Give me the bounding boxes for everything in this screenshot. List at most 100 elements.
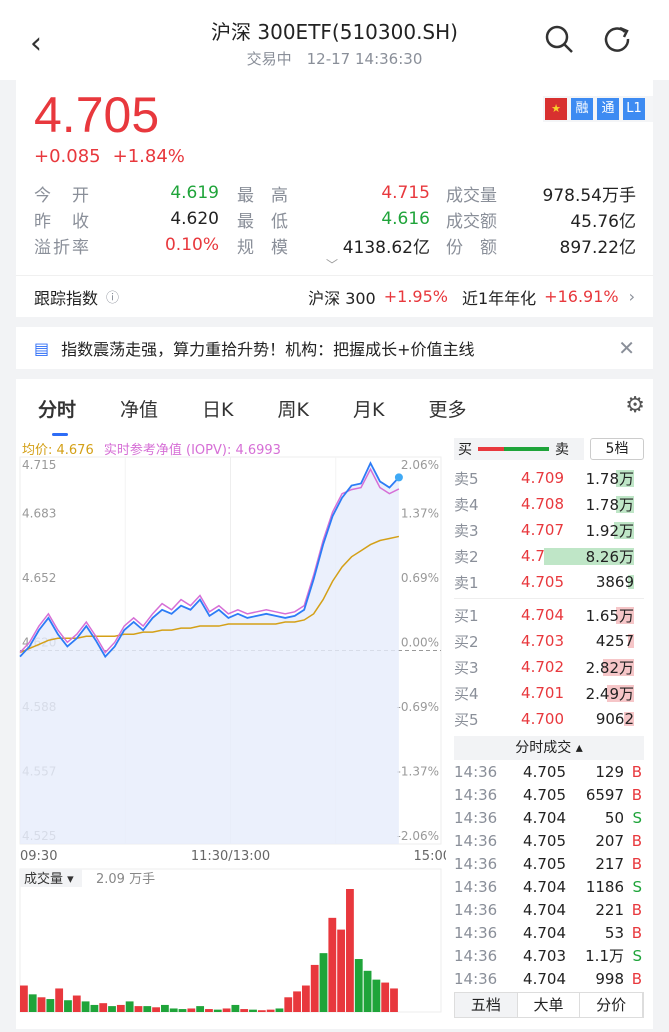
avg-price-line <box>19 535 400 654</box>
top-bar: ‹ 沪深 300ETF(510300.SH) 交易中 12-17 14:36:3… <box>0 0 669 80</box>
stat-cell: 成交量 <box>446 185 497 206</box>
stat-cell: 978.54万手 <box>542 185 636 206</box>
stat-cell: 规 模 <box>237 237 288 258</box>
stat-row: 溢折率 0.10% 规 模 4138.62亿份 额 897.22亿 <box>34 232 653 258</box>
volume-bar <box>310 964 319 1012</box>
order-book: 买卖 5档 卖5 4.709 1.78万 卖4 4.708 1.78万 卖3 4.707 1.9… <box>454 437 644 1018</box>
levels-button[interactable]: 5档 <box>590 438 644 460</box>
volume-bar <box>143 1006 152 1012</box>
volume-bar <box>346 889 354 1012</box>
orderbook-row: 买4 4.701 2.49万 <box>454 684 634 703</box>
volume-bar <box>301 985 310 1012</box>
current-price: 4.705 <box>34 87 160 143</box>
pct-tick-label: -2.06% <box>397 829 439 843</box>
orderbook-row: 卖4 4.708 1.78万 <box>454 495 634 514</box>
stats-grid: 今 开 4.619 最 高 4.715 成交量 978.54万手昨 收 4.620 最 低 4.… <box>34 180 653 258</box>
pct-tick-label: 2.06% <box>401 458 439 472</box>
trade-row: 14:36 4.703 1.1万 S <box>454 946 642 966</box>
settings-icon[interactable]: ⚙ <box>625 393 645 418</box>
volume-bar <box>222 1008 231 1012</box>
volume-bar <box>266 1009 275 1012</box>
bottom-tab-1[interactable]: 大单 <box>518 993 581 1017</box>
badge-connect[interactable]: 通 <box>597 98 619 120</box>
close-icon[interactable]: ✕ <box>618 336 635 360</box>
volume-bar <box>178 1009 187 1012</box>
x-tick-label: 15:00 <box>414 849 446 864</box>
tab-2[interactable]: 日K <box>202 398 234 421</box>
expand-chevron-icon[interactable]: ﹀ <box>326 258 339 272</box>
y-tick-label: 4.715 <box>22 458 56 472</box>
info-icon[interactable]: ⓘ <box>106 291 120 306</box>
stat-cell: 4138.62亿 <box>342 237 430 258</box>
bottom-tab-2[interactable]: 分价 <box>580 993 644 1017</box>
stat-cell: 最 低 <box>237 211 288 232</box>
tab-1[interactable]: 净值 <box>120 398 159 421</box>
volume-bar <box>275 1008 284 1012</box>
x-tick-label: 11:30/13:00 <box>191 849 270 864</box>
volume-bar <box>284 997 293 1012</box>
volume-bar <box>81 1001 90 1012</box>
chart-panel: 分时 净值 日K 周K 月K 更多 ⚙ 均价: 4.676 实时参考净值 (IOPV): … <box>16 379 653 1029</box>
stat-row: 今 开 4.619 最 高 4.715 成交量 978.54万手 <box>34 180 653 206</box>
china-flag-icon: ★ <box>545 98 567 120</box>
y-tick-label: 4.683 <box>22 507 56 521</box>
tab-0[interactable]: 分时 <box>38 395 76 436</box>
intraday-chart[interactable]: 4.7152.06%4.6831.37%4.6520.69%4.6200.00%… <box>16 434 446 1029</box>
trades-header[interactable]: 分时成交 ▴ <box>454 736 644 760</box>
stat-cell: 45.76亿 <box>570 211 636 232</box>
volume-bar <box>319 953 328 1012</box>
volume-bar <box>213 1009 222 1012</box>
volume-bar <box>90 1004 99 1012</box>
tracking-index-row[interactable]: 跟踪指数 ⓘ 沪深 300 +1.95% 近1年年化 +16.91% › <box>16 275 653 317</box>
tab-more[interactable]: 更多 <box>428 398 467 421</box>
price-change: +0.085 +1.84% <box>34 146 185 167</box>
trade-status: 交易中 12-17 14:36:30 <box>246 50 423 68</box>
volume-bar <box>390 988 398 1012</box>
stat-cell: 4.715 <box>381 183 430 203</box>
stat-cell: 今 开 <box>34 185 91 206</box>
x-tick-label: 09:30 <box>20 849 57 864</box>
volume-bar <box>205 1009 213 1012</box>
volume-bar <box>64 1000 72 1012</box>
bottom-tabs: 五档 大单 分价 <box>454 992 644 1018</box>
bottom-tab-0[interactable]: 五档 <box>455 993 518 1017</box>
volume-bar <box>257 1010 266 1012</box>
badge-margin[interactable]: 融 <box>571 98 593 120</box>
news-notice[interactable]: ▤ 指数震荡走强，算力重拾升势！机构：把握成长+价值主线 ✕ <box>16 327 653 369</box>
iopv-line <box>19 467 400 654</box>
search-icon[interactable] <box>544 24 574 54</box>
volume-bar <box>46 999 55 1012</box>
stat-cell: 4.619 <box>170 183 219 203</box>
stat-cell: 最 高 <box>237 185 288 206</box>
trade-row: 14:36 4.704 1186 S <box>454 877 642 896</box>
orderbook-row: 买2 4.703 4257 <box>454 632 634 651</box>
volume-bar <box>293 991 301 1012</box>
volume-bar <box>240 1009 249 1012</box>
trade-row: 14:36 4.704 50 S <box>454 808 642 827</box>
volume-bar <box>37 997 46 1012</box>
chevron-right-icon: › <box>628 287 635 306</box>
price-area <box>20 463 399 844</box>
volume-bar <box>231 1004 240 1012</box>
volume-bar <box>134 1006 143 1012</box>
volume-bar <box>187 1008 196 1012</box>
volume-selector[interactable] <box>20 869 82 887</box>
stat-cell: 0.10% <box>164 235 219 255</box>
stat-row: 昨 收 4.620 最 低 4.616 成交额 45.76亿 <box>34 206 653 232</box>
tab-4[interactable]: 月K <box>352 398 385 421</box>
back-icon[interactable]: ‹ <box>30 26 42 61</box>
stat-cell: 溢折率 <box>34 237 91 258</box>
trade-row: 14:36 4.705 6597 B <box>454 785 642 804</box>
badge-level[interactable]: L1 <box>623 98 645 120</box>
tab-3[interactable]: 周K <box>277 398 309 421</box>
orderbook-row: 卖1 4.705 3869 <box>454 573 634 592</box>
refresh-icon[interactable] <box>603 24 631 54</box>
price-line <box>19 461 400 659</box>
quote-panel: 4.705 +0.085 +1.84% ★ 融 通 L1 今 开 4.619 最 高 4… <box>16 80 653 275</box>
orderbook-row: 买1 4.704 1.65万 <box>454 606 634 625</box>
volume-bar <box>354 959 363 1012</box>
trade-row: 14:36 4.704 221 B <box>454 900 642 919</box>
pct-tick-label: 1.37% <box>401 507 439 521</box>
volume-label: 成交量 ▾ <box>24 871 74 887</box>
current-point <box>394 473 403 482</box>
